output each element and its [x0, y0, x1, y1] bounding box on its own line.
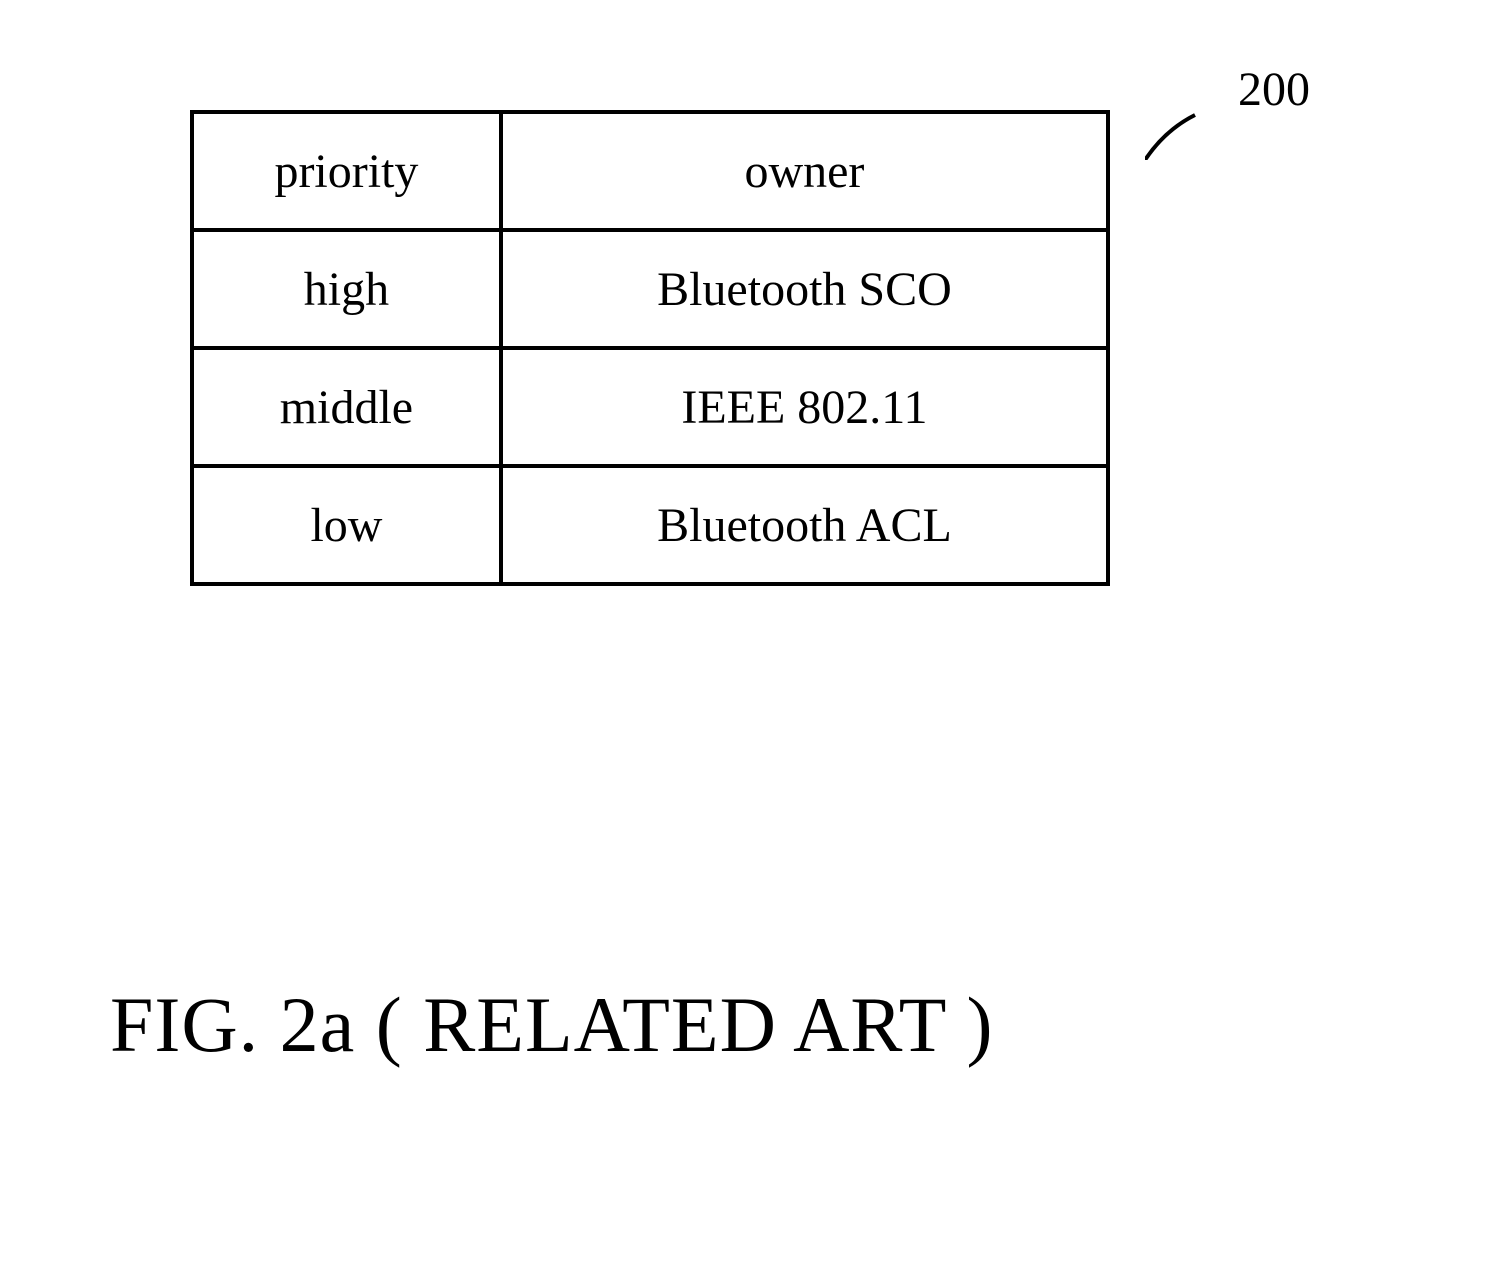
figure-container: 200 priority owner high Bluetooth SCO mi… — [190, 110, 1290, 586]
priority-table: priority owner high Bluetooth SCO middle… — [190, 110, 1110, 586]
table-header-row: priority owner — [192, 112, 1108, 230]
cell-priority-low: low — [192, 466, 501, 584]
table-row: low Bluetooth ACL — [192, 466, 1108, 584]
cell-owner-sco: Bluetooth SCO — [501, 230, 1108, 348]
table-row: high Bluetooth SCO — [192, 230, 1108, 348]
cell-priority-middle: middle — [192, 348, 501, 466]
cell-owner-ieee: IEEE 802.11 — [501, 348, 1108, 466]
header-priority: priority — [192, 112, 501, 230]
header-owner: owner — [501, 112, 1108, 230]
table-wrapper: 200 priority owner high Bluetooth SCO mi… — [190, 110, 1290, 586]
reference-number: 200 — [1238, 62, 1310, 117]
callout-leader-line — [1145, 110, 1215, 160]
table-row: middle IEEE 802.11 — [192, 348, 1108, 466]
figure-caption: FIG. 2a ( RELATED ART ) — [110, 980, 993, 1070]
cell-owner-acl: Bluetooth ACL — [501, 466, 1108, 584]
cell-priority-high: high — [192, 230, 501, 348]
